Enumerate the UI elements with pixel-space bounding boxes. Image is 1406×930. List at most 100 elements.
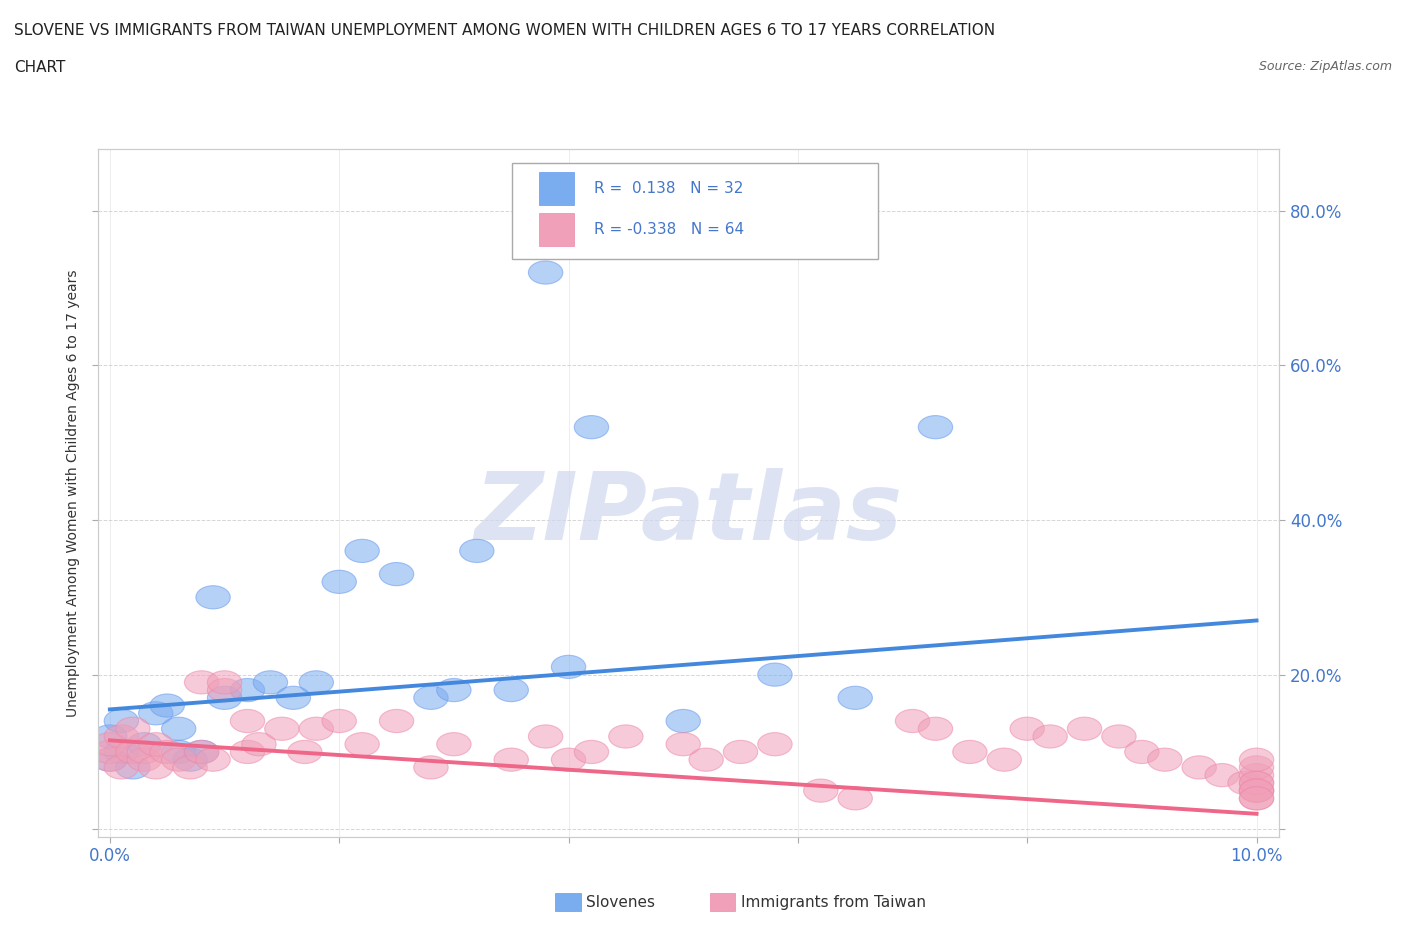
Text: SLOVENE VS IMMIGRANTS FROM TAIWAN UNEMPLOYMENT AMONG WOMEN WITH CHILDREN AGES 6 : SLOVENE VS IMMIGRANTS FROM TAIWAN UNEMPL… xyxy=(14,23,995,38)
Ellipse shape xyxy=(115,740,150,764)
Ellipse shape xyxy=(1239,787,1274,810)
Ellipse shape xyxy=(1239,779,1274,803)
Ellipse shape xyxy=(184,671,219,694)
Ellipse shape xyxy=(173,756,207,779)
Ellipse shape xyxy=(494,679,529,701)
Ellipse shape xyxy=(1102,724,1136,748)
Ellipse shape xyxy=(494,748,529,771)
Text: Source: ZipAtlas.com: Source: ZipAtlas.com xyxy=(1258,60,1392,73)
Ellipse shape xyxy=(93,748,127,771)
Ellipse shape xyxy=(574,740,609,764)
Ellipse shape xyxy=(1239,779,1274,803)
Ellipse shape xyxy=(804,779,838,803)
Ellipse shape xyxy=(1033,724,1067,748)
Ellipse shape xyxy=(380,563,413,586)
Ellipse shape xyxy=(1227,771,1263,794)
Ellipse shape xyxy=(253,671,288,694)
Ellipse shape xyxy=(1239,756,1274,779)
Ellipse shape xyxy=(609,724,643,748)
Ellipse shape xyxy=(173,748,207,771)
Ellipse shape xyxy=(918,416,953,439)
Ellipse shape xyxy=(231,710,264,733)
Ellipse shape xyxy=(896,710,929,733)
Ellipse shape xyxy=(838,686,872,710)
Ellipse shape xyxy=(93,724,127,748)
Ellipse shape xyxy=(93,733,127,756)
Ellipse shape xyxy=(104,710,139,733)
Ellipse shape xyxy=(413,756,449,779)
Text: CHART: CHART xyxy=(14,60,66,75)
Ellipse shape xyxy=(460,539,494,563)
Text: Immigrants from Taiwan: Immigrants from Taiwan xyxy=(741,895,927,910)
Ellipse shape xyxy=(758,733,792,756)
Ellipse shape xyxy=(1239,779,1274,803)
Ellipse shape xyxy=(231,740,264,764)
Ellipse shape xyxy=(1147,748,1182,771)
Ellipse shape xyxy=(551,656,586,679)
Ellipse shape xyxy=(1182,756,1216,779)
Ellipse shape xyxy=(1239,771,1274,794)
Ellipse shape xyxy=(1125,740,1159,764)
Ellipse shape xyxy=(242,733,276,756)
Ellipse shape xyxy=(207,686,242,710)
Text: Slovenes: Slovenes xyxy=(586,895,655,910)
Ellipse shape xyxy=(127,733,162,756)
Ellipse shape xyxy=(115,756,150,779)
Ellipse shape xyxy=(529,261,562,285)
Ellipse shape xyxy=(666,733,700,756)
Ellipse shape xyxy=(195,586,231,609)
Ellipse shape xyxy=(1205,764,1239,787)
Ellipse shape xyxy=(1239,764,1274,787)
Ellipse shape xyxy=(299,717,333,740)
Ellipse shape xyxy=(139,701,173,724)
Ellipse shape xyxy=(437,733,471,756)
Ellipse shape xyxy=(150,740,184,764)
Ellipse shape xyxy=(288,740,322,764)
Ellipse shape xyxy=(184,740,219,764)
Ellipse shape xyxy=(162,740,195,764)
Ellipse shape xyxy=(231,679,264,701)
Ellipse shape xyxy=(918,717,953,740)
FancyBboxPatch shape xyxy=(512,163,877,259)
Ellipse shape xyxy=(139,733,173,756)
Ellipse shape xyxy=(93,740,127,764)
Ellipse shape xyxy=(104,740,139,764)
Ellipse shape xyxy=(344,539,380,563)
Ellipse shape xyxy=(264,717,299,740)
Ellipse shape xyxy=(322,570,356,593)
Ellipse shape xyxy=(723,740,758,764)
Text: ZIPatlas: ZIPatlas xyxy=(475,468,903,560)
Ellipse shape xyxy=(437,679,471,701)
Ellipse shape xyxy=(93,748,127,771)
Ellipse shape xyxy=(413,686,449,710)
Ellipse shape xyxy=(104,724,139,748)
Ellipse shape xyxy=(838,787,872,810)
Ellipse shape xyxy=(689,748,723,771)
Ellipse shape xyxy=(1010,717,1045,740)
Ellipse shape xyxy=(207,671,242,694)
Ellipse shape xyxy=(299,671,333,694)
Ellipse shape xyxy=(115,717,150,740)
Ellipse shape xyxy=(104,756,139,779)
Ellipse shape xyxy=(1239,748,1274,771)
Text: R =  0.138   N = 32: R = 0.138 N = 32 xyxy=(595,181,744,196)
Bar xyxy=(538,172,575,206)
Ellipse shape xyxy=(551,748,586,771)
Ellipse shape xyxy=(529,724,562,748)
Ellipse shape xyxy=(195,748,231,771)
Y-axis label: Unemployment Among Women with Children Ages 6 to 17 years: Unemployment Among Women with Children A… xyxy=(66,269,80,717)
Ellipse shape xyxy=(162,748,195,771)
Ellipse shape xyxy=(1239,787,1274,810)
Ellipse shape xyxy=(139,756,173,779)
Ellipse shape xyxy=(380,710,413,733)
Bar xyxy=(538,213,575,246)
Ellipse shape xyxy=(276,686,311,710)
Ellipse shape xyxy=(1239,771,1274,794)
Ellipse shape xyxy=(127,740,162,764)
Ellipse shape xyxy=(322,710,356,733)
Ellipse shape xyxy=(574,416,609,439)
Ellipse shape xyxy=(758,663,792,686)
Ellipse shape xyxy=(127,748,162,771)
Ellipse shape xyxy=(184,740,219,764)
Ellipse shape xyxy=(150,694,184,717)
